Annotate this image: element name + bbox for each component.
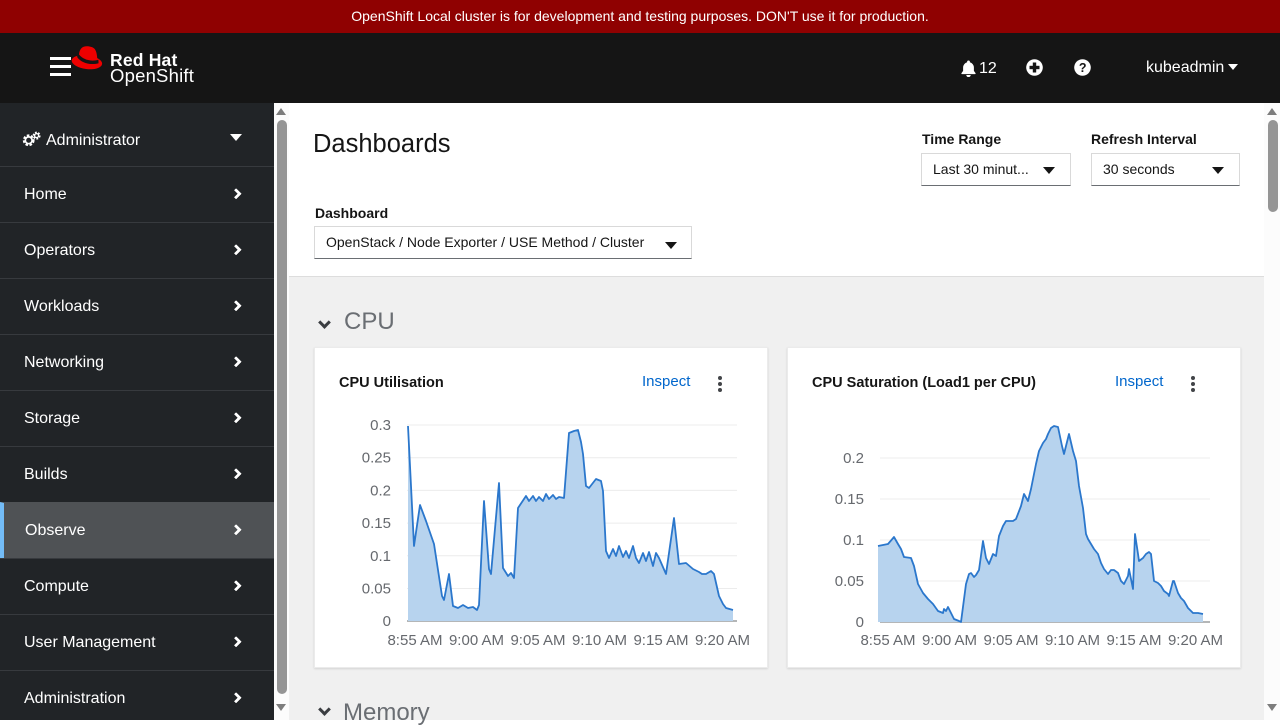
svg-text:0.05: 0.05 — [835, 573, 864, 590]
svg-text:0.2: 0.2 — [843, 450, 864, 467]
svg-text:0: 0 — [856, 614, 864, 631]
svg-text:9:05 AM: 9:05 AM — [983, 632, 1038, 649]
svg-text:9:00 AM: 9:00 AM — [922, 632, 977, 649]
svg-text:9:15 AM: 9:15 AM — [633, 632, 688, 649]
svg-text:9:10 AM: 9:10 AM — [572, 632, 627, 649]
svg-text:9:05 AM: 9:05 AM — [510, 632, 565, 649]
svg-text:9:10 AM: 9:10 AM — [1045, 632, 1100, 649]
svg-text:0.3: 0.3 — [370, 417, 391, 434]
svg-text:0.15: 0.15 — [835, 491, 864, 508]
svg-text:?: ? — [1079, 61, 1087, 75]
svg-text:9:15 AM: 9:15 AM — [1106, 632, 1161, 649]
svg-text:9:20 AM: 9:20 AM — [695, 632, 750, 649]
svg-text:8:55 AM: 8:55 AM — [387, 632, 442, 649]
svg-text:0.2: 0.2 — [370, 482, 391, 499]
svg-text:0.05: 0.05 — [362, 581, 391, 598]
svg-text:8:55 AM: 8:55 AM — [860, 632, 915, 649]
svg-text:0.1: 0.1 — [843, 532, 864, 549]
svg-text:0.1: 0.1 — [370, 548, 391, 565]
svg-text:0.15: 0.15 — [362, 515, 391, 532]
svg-text:9:20 AM: 9:20 AM — [1168, 632, 1223, 649]
svg-text:0: 0 — [383, 613, 391, 630]
svg-text:9:00 AM: 9:00 AM — [449, 632, 504, 649]
svg-text:0.25: 0.25 — [362, 450, 391, 467]
